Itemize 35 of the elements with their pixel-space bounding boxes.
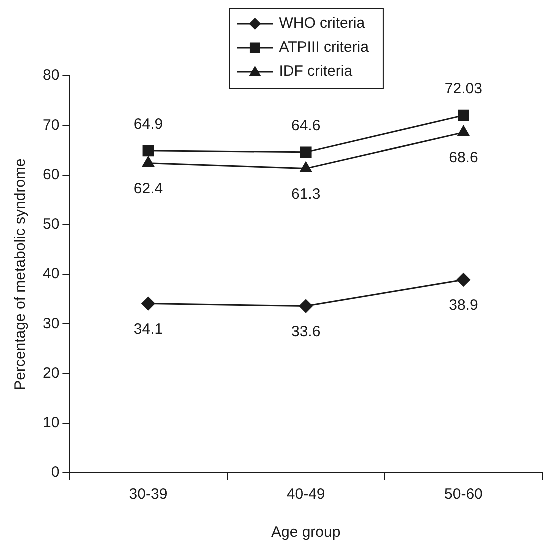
data-label: 72.03: [444, 80, 482, 98]
data-label: 62.4: [134, 180, 164, 198]
x-axis-title: Age group: [271, 524, 341, 542]
legend-label: ATPIII criteria: [279, 39, 370, 56]
data-label: 61.3: [291, 186, 321, 203]
y-tick-label: 30: [42, 315, 60, 332]
y-tick-label: 10: [42, 414, 60, 432]
point: [456, 273, 470, 287]
data-label: 33.6: [291, 323, 321, 340]
point: [458, 126, 470, 136]
y-tick-label: 40: [42, 266, 60, 283]
y-tick-label: 60: [42, 166, 60, 184]
y-tick-label: 80: [42, 67, 60, 84]
x-tick-label: 40-49: [286, 486, 326, 504]
y-tick-label: 0: [51, 464, 60, 482]
point: [300, 162, 312, 173]
legend-label: IDF criteria: [279, 63, 354, 80]
x-tick-label: 30-39: [129, 486, 168, 504]
point: [458, 110, 470, 122]
point: [300, 146, 312, 158]
y-tick-label: 20: [42, 364, 60, 382]
point: [142, 297, 156, 311]
legend-label: WHO criteria: [279, 15, 366, 32]
point: [142, 156, 154, 168]
data-label: 38.9: [449, 297, 478, 314]
x-tick-label: 50-60: [444, 486, 483, 504]
data-label: 34.1: [134, 320, 164, 338]
data-label: 64.6: [291, 118, 321, 135]
data-label: 68.6: [449, 150, 478, 167]
y-tick-label: 70: [42, 116, 60, 134]
y-axis-title: Percentage of metabolic syndrome: [12, 158, 30, 390]
y-tick-label: 50: [42, 216, 60, 234]
point: [142, 145, 154, 157]
data-label: 64.9: [134, 116, 164, 134]
point: [299, 300, 313, 314]
